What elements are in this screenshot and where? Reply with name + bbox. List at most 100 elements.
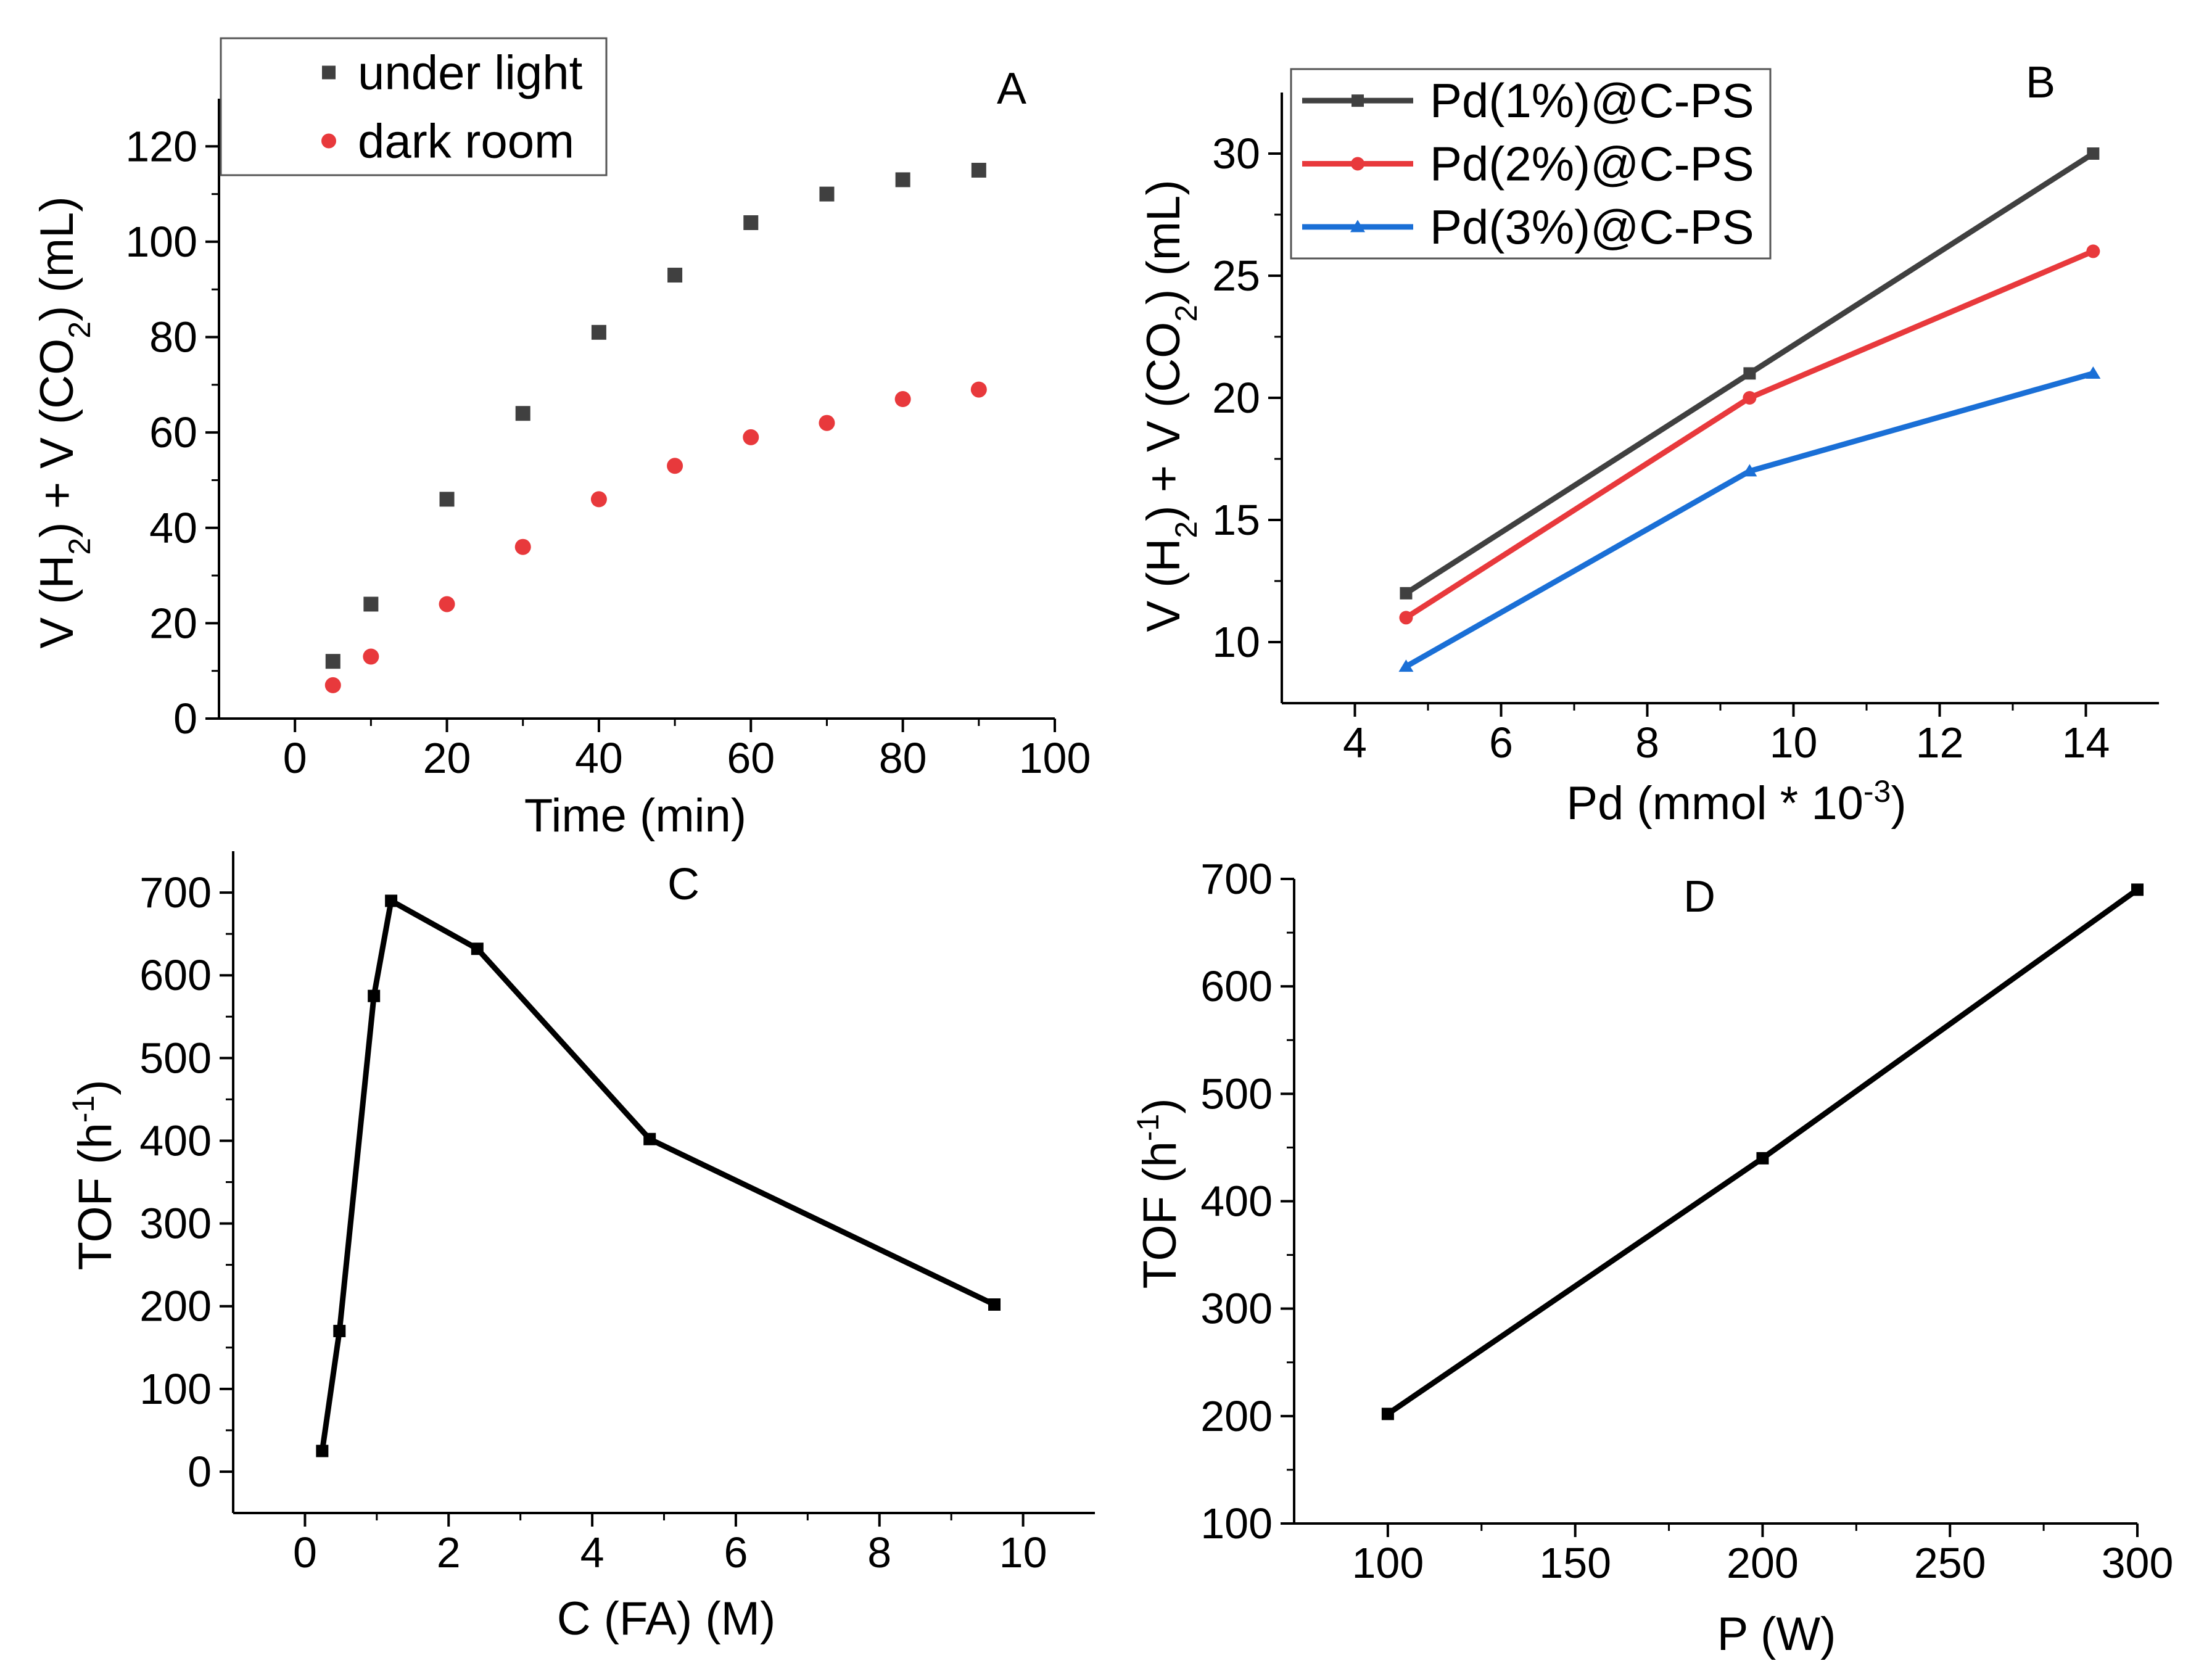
data-point xyxy=(894,391,911,408)
series-line xyxy=(319,897,996,1452)
data-point xyxy=(819,414,835,431)
x-tick-label: 0 xyxy=(293,1528,317,1577)
x-tick-label: 200 xyxy=(1727,1539,1799,1587)
y-tick-label: 600 xyxy=(139,951,212,999)
data-point xyxy=(316,1445,329,1458)
data-point xyxy=(2131,883,2144,896)
panel-a-ylabel: V (H2) + V (CO2) (mL) xyxy=(31,196,97,648)
x-tick-label: 6 xyxy=(1489,719,1513,767)
y-tick-label: 20 xyxy=(149,599,197,647)
legend-marker xyxy=(1352,94,1364,107)
y-tick-label: 600 xyxy=(1200,962,1273,1010)
data-point xyxy=(988,1298,1001,1311)
y-tick-label: 20 xyxy=(1212,374,1260,422)
y-tick-label: 120 xyxy=(125,122,197,170)
x-tick-label: 20 xyxy=(423,734,471,782)
x-tick-label: 80 xyxy=(879,734,927,782)
panel-d-label: D xyxy=(1683,872,1715,922)
legend-box xyxy=(220,37,608,176)
chart-panel-c: C C (FA) (M) TOF (h-1) 0 2 4 6 8 100100200300… xyxy=(66,851,1095,1645)
y-tick-label: 100 xyxy=(139,1365,212,1413)
data-point xyxy=(471,942,484,955)
panel-b-ylabel: V (H2) + V (CO2) (mL) xyxy=(1137,179,1203,632)
data-point xyxy=(1398,659,1414,672)
data-point xyxy=(2086,366,2101,379)
chart-panel-d: D P (W) TOF (h-1) 100 150 200 250 300 100 200 3… xyxy=(1131,855,2173,1660)
x-tick-label: 2 xyxy=(437,1528,461,1577)
data-point xyxy=(1743,391,1757,405)
legend-marker xyxy=(321,133,336,149)
legend-entry-label: Pd(2%)@C-PS xyxy=(1430,137,1754,191)
panel-a-label: A xyxy=(997,64,1026,113)
y-tick-label: 200 xyxy=(1200,1392,1273,1440)
chart-panel-a: A Time (min) V (H2) + V (CO2) (mL) 0 20 40… xyxy=(31,37,1091,842)
y-tick-label: 400 xyxy=(1200,1177,1273,1226)
x-tick-label: 8 xyxy=(867,1528,891,1577)
data-point xyxy=(385,894,398,907)
data-point xyxy=(363,648,379,665)
data-point xyxy=(970,381,987,398)
data-point xyxy=(743,215,759,230)
x-tick-label: 10 xyxy=(999,1528,1047,1577)
legend-marker xyxy=(1350,220,1365,233)
y-tick-label: 15 xyxy=(1212,496,1260,544)
data-point xyxy=(324,677,341,693)
x-tick-label: 40 xyxy=(575,734,623,782)
panel-d-xlabel: P (W) xyxy=(1717,1608,1836,1660)
data-point xyxy=(819,186,835,202)
data-point xyxy=(1400,587,1413,600)
y-tick-label: 200 xyxy=(139,1282,212,1330)
y-tick-label: 300 xyxy=(139,1200,212,1248)
panel-a-xlabel: Time (min) xyxy=(524,790,746,842)
x-tick-label: 4 xyxy=(1343,719,1367,767)
data-point xyxy=(325,654,340,669)
data-point xyxy=(368,989,381,1002)
legend-entry-label: under light xyxy=(358,46,583,100)
data-point xyxy=(1399,611,1413,625)
y-tick-label: 80 xyxy=(149,313,197,361)
x-tick-label: 0 xyxy=(283,734,307,782)
x-tick-label: 6 xyxy=(724,1528,748,1577)
data-point xyxy=(895,172,910,188)
data-point xyxy=(643,1132,656,1145)
x-tick-label: 10 xyxy=(1770,719,1818,767)
data-point xyxy=(2087,147,2100,160)
data-point xyxy=(743,429,759,445)
x-tick-label: 14 xyxy=(2062,719,2110,767)
y-tick-label: 500 xyxy=(1200,1070,1273,1118)
y-tick-label: 700 xyxy=(1200,855,1273,903)
y-tick-label: 25 xyxy=(1212,252,1260,300)
legend-entry-label: Pd(3%)@C-PS xyxy=(1430,200,1754,254)
series-line xyxy=(1405,249,2095,621)
data-point xyxy=(1756,1152,1769,1165)
x-tick-label: 60 xyxy=(727,734,775,782)
x-tick-label: 300 xyxy=(2102,1539,2174,1587)
data-point xyxy=(363,596,379,612)
data-point xyxy=(2086,244,2100,258)
panel-b-xlabel: Pd (mmol * 10-3) xyxy=(1566,774,1906,830)
y-tick-label: 60 xyxy=(149,408,197,456)
legend-marker xyxy=(322,65,336,80)
y-tick-label: 0 xyxy=(173,695,197,743)
y-tick-label: 400 xyxy=(139,1116,212,1165)
legend-entry-label: dark room xyxy=(358,114,574,168)
y-tick-label: 500 xyxy=(139,1034,212,1082)
data-point xyxy=(514,538,531,555)
series-line xyxy=(1386,887,2139,1417)
data-point xyxy=(1742,464,1757,477)
y-tick-label: 100 xyxy=(1200,1499,1273,1548)
panel-c-xlabel: C (FA) (M) xyxy=(557,1593,776,1645)
panel-c-label: C xyxy=(667,860,700,909)
data-point xyxy=(667,268,683,283)
data-point xyxy=(667,458,683,474)
chart-panel-b: B Pd (mmol * 10-3) V (H2) + V (CO2) (mL)… xyxy=(1137,58,2159,830)
y-tick-label: 30 xyxy=(1212,130,1260,178)
x-tick-label: 250 xyxy=(1914,1539,1986,1587)
data-point xyxy=(1381,1408,1394,1420)
y-tick-label: 10 xyxy=(1212,618,1260,666)
panel-c-ylabel: TOF (h-1) xyxy=(66,1079,122,1270)
panel-b-label: B xyxy=(2026,58,2055,107)
data-point xyxy=(591,324,606,340)
legend-entry-label: Pd(1%)@C-PS xyxy=(1430,73,1754,128)
